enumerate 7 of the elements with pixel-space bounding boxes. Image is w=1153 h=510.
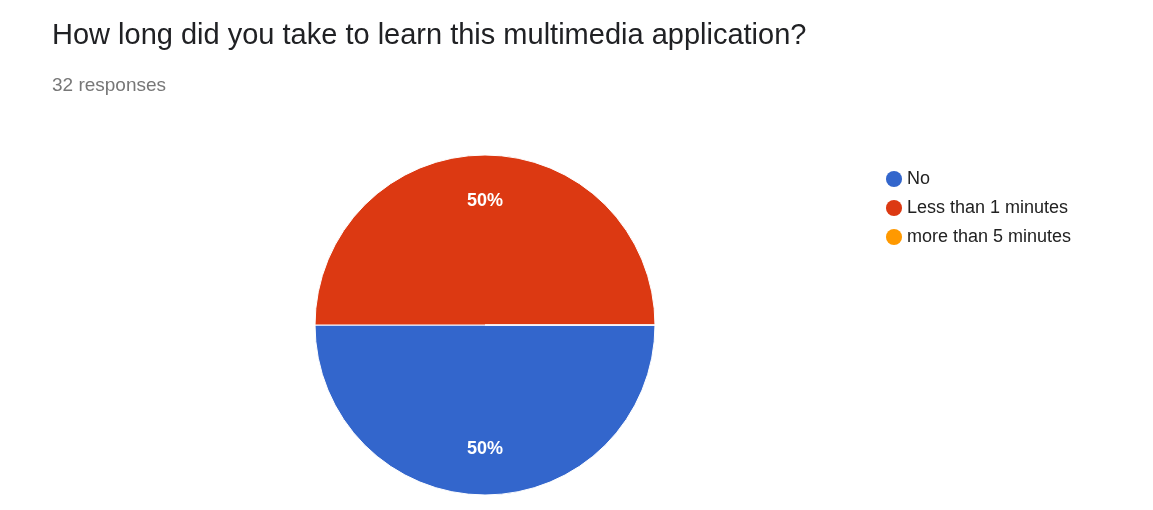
data-label: 50% (466, 438, 504, 459)
chart-title: How long did you take to learn this multimedia application? (52, 18, 807, 50)
legend-label: more than 5 minutes (907, 226, 1072, 246)
legend-label: Less than 1 minutes (907, 197, 1069, 217)
data-label: 50% (466, 189, 504, 210)
text: 32 responses (52, 74, 167, 95)
legend-label: No (907, 168, 931, 188)
